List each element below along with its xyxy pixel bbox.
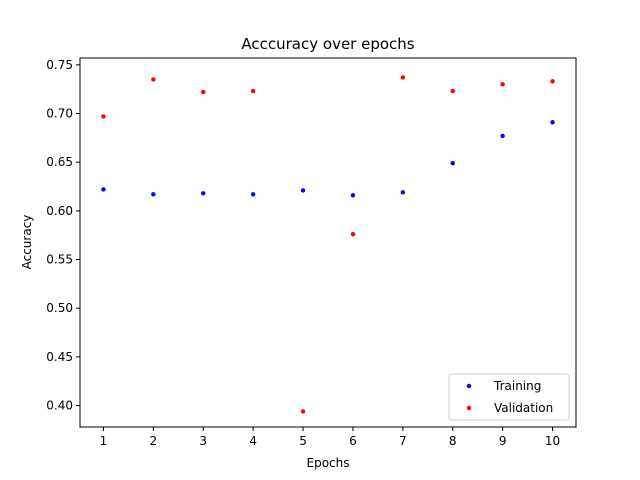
point-validation (350, 232, 356, 237)
y-axis: 0.40 0.45 0.50 0.55 0.60 0.65 0.70 0.75 (46, 58, 80, 413)
plot-frame (79, 57, 577, 428)
x-tick-label: 7 (399, 434, 407, 448)
chart-title: Acccuracy over epochs (241, 35, 414, 53)
x-axis-label: Epochs (307, 456, 350, 470)
data-points (101, 75, 555, 414)
plot-area (79, 57, 577, 428)
legend-marker-training (466, 383, 472, 389)
point-validation (500, 82, 505, 87)
legend-label-validation: Validation (494, 401, 553, 415)
y-tick-label: 0.55 (46, 253, 73, 267)
legend-label-training: Training (493, 379, 541, 393)
point-validation (151, 77, 156, 82)
y-tick-label: 0.50 (46, 301, 73, 315)
point-training (350, 193, 356, 198)
x-tick-label: 10 (545, 434, 560, 448)
x-tick-label: 9 (499, 434, 507, 448)
point-validation (201, 89, 206, 95)
x-tick-label: 5 (299, 434, 307, 448)
point-validation (400, 75, 406, 80)
point-training (201, 191, 206, 196)
y-tick-label: 0.60 (46, 204, 73, 218)
point-training (101, 187, 106, 192)
y-tick-label: 0.65 (46, 155, 73, 169)
point-training (550, 120, 555, 125)
x-tick-label: 8 (449, 434, 457, 448)
x-tick-label: 2 (150, 434, 158, 448)
x-tick-label: 6 (349, 434, 357, 448)
point-validation (550, 79, 555, 84)
point-validation (300, 409, 306, 414)
x-axis: 1 2 3 4 5 6 7 8 9 10 (100, 427, 560, 448)
y-tick-label: 0.40 (46, 399, 73, 413)
point-training (450, 160, 455, 166)
point-training (300, 188, 306, 193)
point-training (500, 133, 505, 139)
y-tick-label: 0.45 (46, 350, 73, 364)
legend: Training Validation (448, 373, 570, 421)
point-training (400, 190, 406, 195)
point-training (250, 192, 256, 197)
y-axis-label: Accuracy (20, 215, 34, 270)
y-tick-label: 0.75 (46, 58, 73, 72)
x-tick-label: 1 (100, 434, 108, 448)
legend-frame (448, 373, 570, 421)
point-validation (450, 88, 455, 94)
x-tick-label: 4 (249, 434, 257, 448)
point-training (151, 192, 156, 197)
legend-marker-validation (466, 405, 472, 411)
y-tick-label: 0.70 (46, 106, 73, 120)
point-validation (250, 88, 256, 94)
point-validation (101, 114, 106, 119)
x-tick-label: 3 (199, 434, 207, 448)
